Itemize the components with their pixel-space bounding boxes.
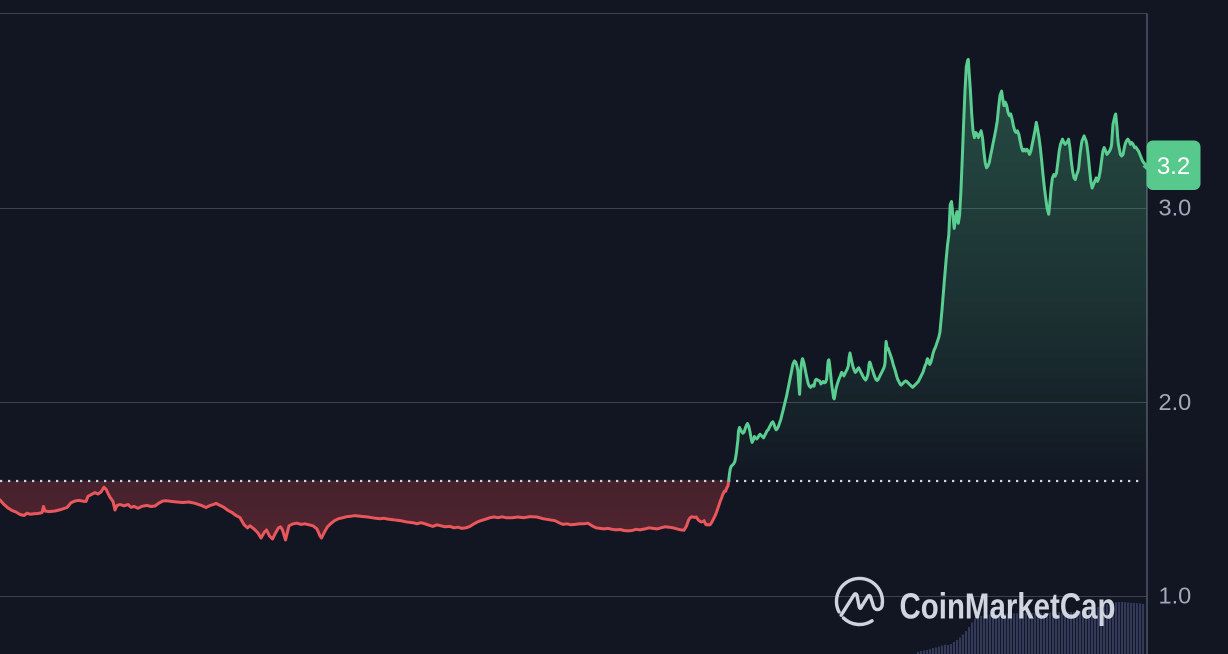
svg-text:3.2: 3.2 bbox=[1157, 153, 1190, 180]
svg-text:3.0: 3.0 bbox=[1159, 195, 1192, 221]
svg-text:2.0: 2.0 bbox=[1159, 389, 1192, 415]
svg-text:1.0: 1.0 bbox=[1159, 583, 1192, 609]
svg-text:CoinMarketCap: CoinMarketCap bbox=[900, 586, 1116, 627]
